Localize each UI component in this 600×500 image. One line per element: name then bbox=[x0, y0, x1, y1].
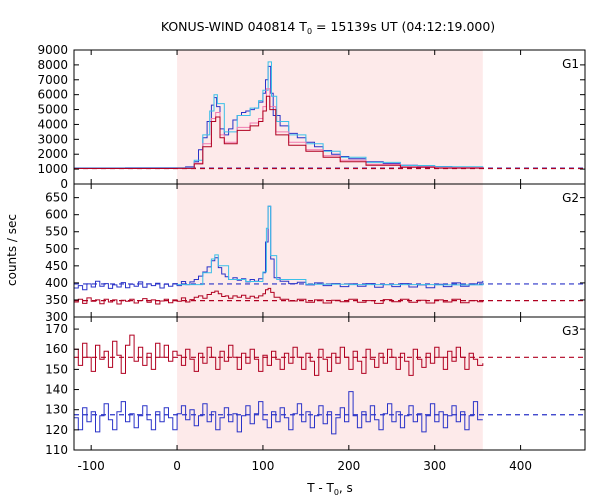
y-tick-label: 7000 bbox=[37, 73, 68, 87]
y-tick-label: 400 bbox=[45, 276, 68, 290]
panel-label: G2 bbox=[562, 191, 579, 205]
panel-label: G1 bbox=[562, 57, 579, 71]
series-red bbox=[74, 334, 484, 376]
series-cyan bbox=[177, 205, 484, 286]
y-tick-label: 2000 bbox=[37, 147, 68, 161]
y-tick-label: 500 bbox=[45, 242, 68, 256]
x-tick-label: 0 bbox=[173, 459, 181, 473]
y-axis-label: counts / sec bbox=[5, 214, 19, 286]
y-tick-label: 300 bbox=[45, 310, 68, 324]
y-tick-label: 120 bbox=[45, 423, 68, 437]
y-tick-label: 140 bbox=[45, 383, 68, 397]
y-tick-label: 450 bbox=[45, 259, 68, 273]
x-tick-label: 100 bbox=[251, 459, 274, 473]
highlight-interval bbox=[177, 317, 483, 450]
y-tick-label: 4000 bbox=[37, 117, 68, 131]
y-tick-label: 160 bbox=[45, 342, 68, 356]
panel-frame bbox=[73, 316, 586, 451]
panel-g2: 300 350 400 450 500 550 600 650 G2 bbox=[45, 183, 586, 324]
y-tick-label: 0 bbox=[60, 177, 68, 191]
y-tick-label: 1000 bbox=[37, 162, 68, 176]
y-tick-label: 550 bbox=[45, 225, 68, 239]
chart-title: KONUS-WIND 040814 T0 = 15139s UT (04:12:… bbox=[161, 19, 495, 36]
y-tick-label: 5000 bbox=[37, 103, 68, 117]
y-tick-label: 8000 bbox=[37, 58, 68, 72]
series-blue bbox=[74, 391, 483, 435]
highlight-interval bbox=[177, 184, 483, 317]
series-cyan bbox=[74, 61, 484, 169]
y-tick-label: 3000 bbox=[37, 132, 68, 146]
x-tick-label: 300 bbox=[423, 459, 446, 473]
x-axis: -100 0 100 200 300 400 bbox=[78, 459, 532, 473]
panel-g3: 110 120 130 140 150 160 170 G3 bbox=[45, 316, 586, 457]
y-tick-label: 150 bbox=[45, 362, 68, 376]
y-tick-label: 6000 bbox=[37, 88, 68, 102]
x-tick-label: -100 bbox=[78, 459, 105, 473]
y-tick-label: 110 bbox=[45, 443, 68, 457]
series-red bbox=[74, 287, 484, 305]
x-tick-label: 400 bbox=[509, 459, 532, 473]
y-tick-label: 130 bbox=[45, 403, 68, 417]
series-red bbox=[74, 95, 484, 169]
y-tick-label: 9000 bbox=[37, 43, 68, 57]
y-tick-label: 650 bbox=[45, 191, 68, 205]
y-tick-label: 600 bbox=[45, 208, 68, 222]
panel-label: G3 bbox=[562, 324, 579, 338]
y-tick-label: 350 bbox=[45, 293, 68, 307]
highlight-interval bbox=[177, 50, 483, 184]
x-tick-label: 200 bbox=[337, 459, 360, 473]
x-axis-label: T - T0, s bbox=[306, 481, 353, 497]
y-tick-label: 170 bbox=[45, 322, 68, 336]
